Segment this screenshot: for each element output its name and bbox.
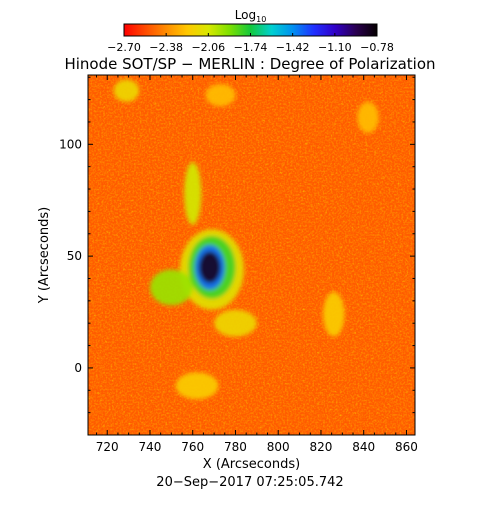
y-tick-label: 50 bbox=[67, 249, 82, 263]
colorbar-tick-label: −1.10 bbox=[318, 41, 352, 54]
polarization-map bbox=[88, 75, 415, 435]
colorbar-title-base: Log bbox=[235, 8, 256, 22]
map-feature-network-north bbox=[205, 83, 236, 107]
x-tick-label: 860 bbox=[395, 440, 418, 454]
y-tick-label: 100 bbox=[59, 137, 82, 151]
y-axis: 0 50 100 bbox=[59, 76, 415, 436]
map-feature-plage-east-network bbox=[323, 291, 345, 337]
colorbar-title: Log10 bbox=[235, 8, 267, 24]
map-features bbox=[113, 79, 379, 400]
map-feature-plage-west bbox=[149, 269, 193, 306]
colorbar-tick-label: −2.38 bbox=[149, 41, 183, 54]
colorbar-tick-label: −2.70 bbox=[107, 41, 141, 54]
chart-title: Hinode SOT/SP − MERLIN : Degree of Polar… bbox=[64, 55, 435, 73]
colorbar-tick-label: −1.42 bbox=[276, 41, 310, 54]
colorbar-ticks: −2.70 −2.38 −2.06 −1.74 −1.42 −1.10 −0.78 bbox=[107, 33, 394, 54]
plot-frame bbox=[87, 74, 416, 436]
timestamp: 20−Sep−2017 07:25:05.742 bbox=[156, 475, 343, 490]
x-tick-label: 760 bbox=[181, 440, 204, 454]
x-tick-label: 840 bbox=[352, 440, 375, 454]
y-tick-label: 0 bbox=[74, 361, 82, 375]
map-feature-network-east-top bbox=[357, 101, 379, 134]
map-feature-sunspot-umbra bbox=[199, 251, 221, 283]
x-tick-label: 820 bbox=[310, 440, 333, 454]
colorbar-tick-label: −0.78 bbox=[360, 41, 394, 54]
x-axis: 720 740 760 780 800 820 840 860 bbox=[96, 75, 418, 454]
map-feature-plage-southwest bbox=[175, 372, 219, 400]
map-texture-network bbox=[88, 75, 415, 435]
colorbar-title-subscript: 10 bbox=[256, 15, 266, 24]
map-feature-plage-south bbox=[214, 309, 257, 337]
x-tick-label: 740 bbox=[139, 440, 162, 454]
x-tick-label: 800 bbox=[267, 440, 290, 454]
colorbar-tick-label: −1.74 bbox=[234, 41, 268, 54]
map-feature-plage-northwest bbox=[113, 79, 140, 102]
colorbar-tick-label: −2.06 bbox=[191, 41, 225, 54]
x-tick-label: 780 bbox=[224, 440, 247, 454]
x-tick-label: 720 bbox=[96, 440, 119, 454]
y-axis-label: Y (Arcseconds) bbox=[37, 207, 52, 304]
map-feature-plage-north-arm bbox=[184, 162, 202, 225]
x-axis-label: X (Arcseconds) bbox=[203, 457, 300, 472]
